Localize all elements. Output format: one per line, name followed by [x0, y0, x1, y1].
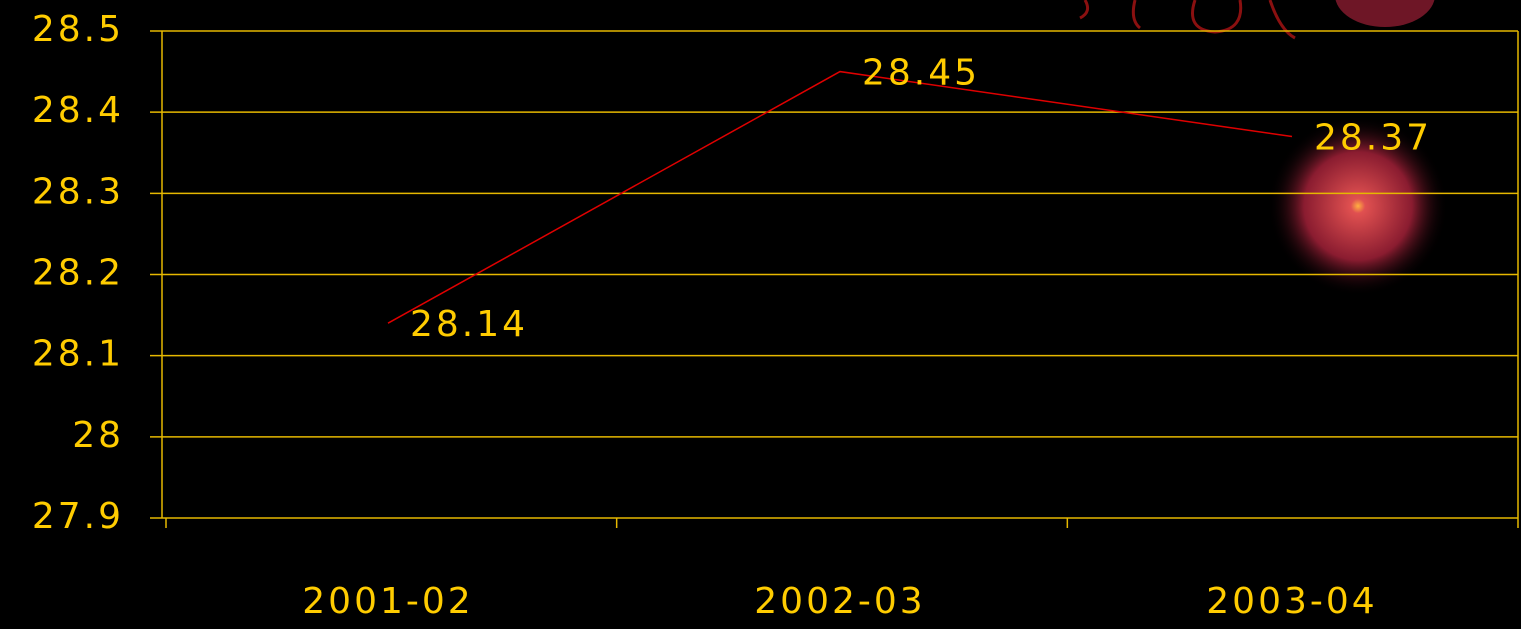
x-tick-label: 2002-03 [754, 581, 925, 622]
data-label: 28.45 [862, 53, 980, 94]
y-tick-label: 28.4 [32, 90, 124, 131]
y-tick-label: 27.9 [32, 496, 124, 537]
y-tick-label: 28.3 [32, 171, 124, 212]
y-tick-label: 28 [72, 415, 124, 456]
y-tick-label: 28.5 [32, 9, 124, 50]
x-tick-label: 2001-02 [302, 581, 473, 622]
line [387, 70, 1293, 324]
data-label: 28.14 [410, 304, 528, 345]
decoration [1079, 0, 1448, 296]
y-tick-label: 28.1 [32, 334, 124, 375]
y-tick-label: 28.2 [32, 253, 124, 294]
data-label: 28.37 [1314, 118, 1432, 159]
x-tick-label: 2003-04 [1206, 581, 1377, 622]
